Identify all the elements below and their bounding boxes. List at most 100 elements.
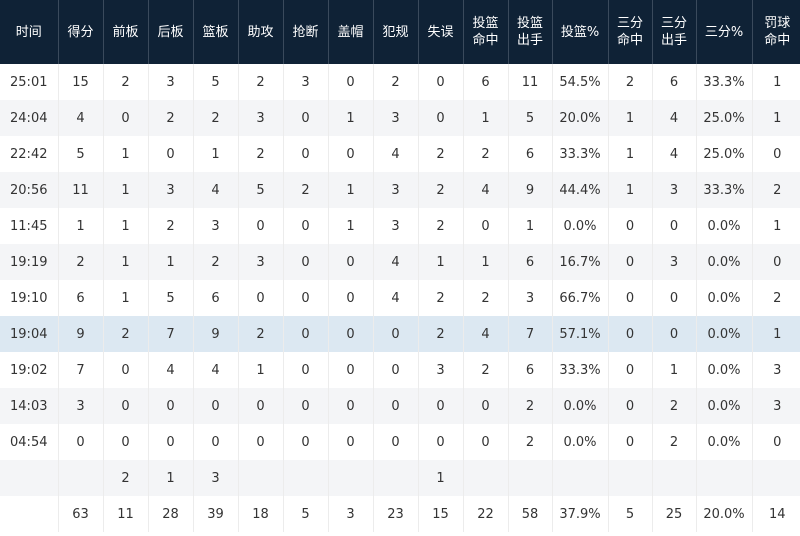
stat-cell: 6: [652, 64, 697, 100]
stat-cell: 6: [58, 280, 104, 316]
stat-cell: 57.1%: [552, 316, 609, 352]
stat-cell: 0.0%: [696, 424, 753, 460]
stat-cell: 3: [652, 244, 697, 280]
stat-cell: 2: [752, 172, 800, 208]
stat-cell: 1: [148, 460, 194, 496]
stat-cell: 0: [103, 424, 149, 460]
stat-cell: 1: [103, 172, 149, 208]
column-header[interactable]: 犯规: [373, 0, 419, 64]
stat-cell: 4: [373, 136, 419, 172]
stat-cell: 28: [148, 496, 194, 532]
stat-cell: 2: [103, 316, 149, 352]
stat-cell: 3: [773, 362, 782, 378]
column-header[interactable]: 助攻: [238, 0, 284, 64]
column-header[interactable]: 后板: [148, 0, 194, 64]
stat-cell: 0: [418, 100, 464, 136]
header-row: 时间 得分 前板 后板 篮板 助攻 抢断 盖帽 犯规 失误 投篮 命中 投篮 出手 投篮% 三分 命中 三分 出手三…: [0, 0, 800, 64]
stat-cell: 58: [508, 496, 553, 532]
stat-cell: 25: [652, 496, 697, 532]
stat-cell: 0: [463, 388, 509, 424]
stat-cell: 3: [193, 208, 239, 244]
stat-cell: 1: [328, 100, 374, 136]
stat-cell: 3: [652, 172, 697, 208]
column-header[interactable]: 前板: [103, 0, 149, 64]
column-header-label: 命中: [616, 33, 643, 48]
stat-cell: [508, 460, 553, 496]
stat-cell: 0: [752, 244, 800, 280]
column-header[interactable]: 三分 命中: [608, 0, 653, 64]
stat-cell: 0: [238, 388, 284, 424]
time-cell: 22:42: [0, 136, 59, 172]
stat-cell: 0: [328, 136, 374, 172]
column-header[interactable]: 盖帽: [328, 0, 374, 64]
stat-cell: 0: [608, 244, 653, 280]
column-header-label: 篮板: [202, 24, 229, 40]
column-header[interactable]: 罚球 命中: [752, 0, 800, 64]
time-cell: 19:19: [0, 244, 59, 280]
stat-cell: [696, 460, 753, 496]
stat-cell: 0: [328, 280, 374, 316]
stat-cell: [238, 460, 284, 496]
stat-cell: 0: [652, 208, 697, 244]
stat-cell: 1: [652, 352, 697, 388]
stat-cell: 6: [463, 64, 509, 100]
stat-cell: 4: [652, 136, 697, 172]
column-header-label: 后板: [157, 24, 184, 40]
stat-cell: 2: [148, 208, 194, 244]
stat-cell: 0: [103, 100, 149, 136]
column-header[interactable]: 失误: [418, 0, 464, 64]
stat-cell: 0.0%: [696, 208, 753, 244]
column-header[interactable]: 抢断: [283, 0, 329, 64]
stat-cell: 1: [773, 74, 782, 90]
stat-cell: 0: [283, 100, 329, 136]
stat-cell: 0: [238, 208, 284, 244]
column-header[interactable]: 投篮 出手: [508, 0, 553, 64]
stat-cell: 54.5%: [552, 64, 609, 100]
time-cell: 19:10: [0, 280, 59, 316]
stat-cell: 2: [418, 280, 464, 316]
stat-cell: 5: [193, 64, 239, 100]
column-header-label: 助攻: [247, 24, 274, 40]
stat-cell: 0: [283, 316, 329, 352]
column-header-label: 犯规: [382, 24, 409, 40]
stat-cell: 0: [328, 64, 374, 100]
column-header[interactable]: 时间: [0, 0, 59, 64]
stat-cell: 0: [652, 280, 697, 316]
stat-cell: 3: [238, 100, 284, 136]
column-header-label: 抢断: [292, 24, 319, 40]
stat-cell: 6: [193, 280, 239, 316]
stat-cell: 33.3%: [696, 64, 753, 100]
stat-cell: 0: [418, 424, 464, 460]
stat-cell: 0: [328, 316, 374, 352]
column-header[interactable]: 三分%: [696, 0, 753, 64]
stat-cell: 2: [238, 136, 284, 172]
stat-cell: 2: [103, 64, 149, 100]
column-header-label: 失误: [427, 24, 454, 40]
time-cell: 14:03: [0, 388, 59, 424]
stat-cell: [328, 460, 374, 496]
stat-cell: 0: [283, 208, 329, 244]
stat-cell: 2: [193, 244, 239, 280]
stat-cell: 2: [148, 100, 194, 136]
column-header[interactable]: 三分 出手: [652, 0, 697, 64]
stat-cell: 2: [418, 172, 464, 208]
column-header[interactable]: 篮板: [193, 0, 239, 64]
stat-cell: 0.0%: [696, 244, 753, 280]
stat-cell: 0: [283, 352, 329, 388]
stat-cell: 4: [463, 172, 509, 208]
stat-cell: 0.0%: [696, 316, 753, 352]
stat-cell: 0: [103, 352, 149, 388]
stat-cell: 11: [508, 64, 553, 100]
stat-cell: 20.0%: [552, 100, 609, 136]
column-header[interactable]: 得分: [58, 0, 104, 64]
stat-cell: 3: [148, 64, 194, 100]
stat-cell: 2: [608, 64, 653, 100]
table-row: 24:04 4 0 2 2 3 0 1 3 0 1 5 20.0% 1 4 25.0% 1: [0, 100, 800, 136]
stat-cell: 1: [508, 208, 553, 244]
stat-cell: 1: [463, 100, 509, 136]
column-header-label: 出手: [660, 33, 687, 48]
column-header[interactable]: 投篮%: [552, 0, 609, 64]
column-header-label: 时间: [15, 24, 42, 40]
column-header[interactable]: 投篮 命中: [463, 0, 509, 64]
stat-cell: 14: [752, 496, 800, 532]
